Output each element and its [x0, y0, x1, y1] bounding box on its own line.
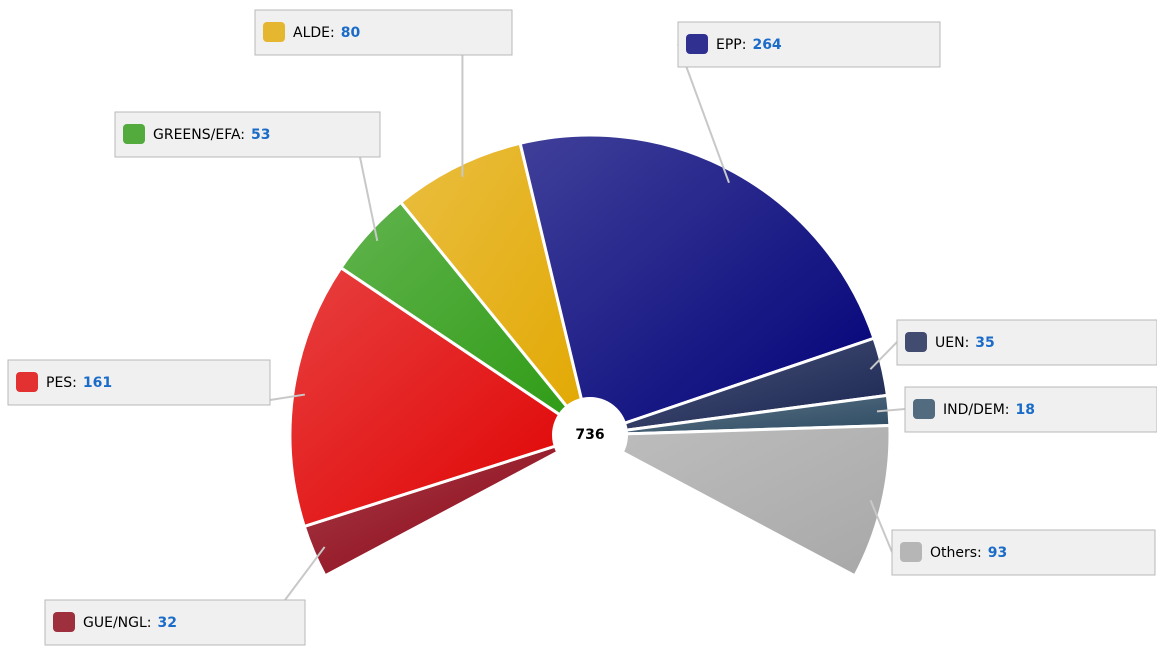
slice — [584, 423, 892, 578]
leader-line — [876, 408, 906, 413]
leader-line — [269, 393, 306, 401]
legend-name: EPP: — [716, 37, 746, 53]
legend-box — [114, 111, 381, 158]
total: 736 — [575, 427, 604, 443]
legend-value: 161 — [83, 375, 112, 391]
legend-name: IND/DEM: — [943, 402, 1010, 418]
legend-label: EPP: 264 — [716, 37, 782, 53]
legend-icon — [905, 332, 927, 352]
legend-box — [904, 386, 1157, 433]
legend-value: 80 — [341, 25, 361, 41]
leader-line — [359, 156, 379, 242]
legend-label: GREENS/EFA: 53 — [153, 127, 271, 143]
legend-icon — [53, 612, 75, 632]
legend-box — [677, 21, 941, 68]
legend-name: GUE/NGL: — [83, 615, 152, 631]
legend-box — [896, 319, 1157, 366]
legend-label: IND/DEM: 18 — [943, 402, 1035, 418]
legend-icon — [900, 542, 922, 562]
legend-name: UEN: — [935, 335, 969, 351]
legend-icon — [913, 399, 935, 419]
center-hole — [552, 397, 628, 473]
slice — [518, 133, 876, 437]
leader-line — [869, 499, 893, 553]
legend-icon — [686, 34, 708, 54]
legend-label: GUE/NGL: 32 — [83, 615, 177, 631]
legend-value: 93 — [988, 545, 1007, 561]
leader-line — [869, 341, 898, 370]
legend-name: PES: — [46, 375, 77, 391]
legend-value: 35 — [975, 335, 994, 351]
legend-label: Others: 93 — [930, 545, 1007, 561]
legend-value: 264 — [752, 37, 781, 53]
legend-name: ALDE: — [293, 25, 335, 41]
slice — [288, 265, 594, 529]
legend-value: 53 — [251, 127, 270, 143]
legend-value: 32 — [158, 615, 177, 631]
legend-box — [254, 9, 513, 56]
legend-name: Others: — [930, 545, 982, 561]
legend-icon — [16, 372, 38, 392]
legend-value: 18 — [1016, 402, 1035, 418]
slice — [398, 141, 592, 436]
legend-label: UEN: 35 — [935, 335, 995, 351]
legend-box — [7, 359, 271, 406]
legend-label: ALDE: 80 — [293, 25, 360, 41]
legend-box — [44, 599, 306, 646]
legend-icon — [263, 22, 285, 42]
legend-name: GREENS/EFA: — [153, 127, 245, 143]
legend-box — [891, 529, 1156, 576]
leader-line — [284, 546, 326, 601]
legend-icon — [123, 124, 145, 144]
legend-label: PES: 161 — [46, 375, 112, 391]
